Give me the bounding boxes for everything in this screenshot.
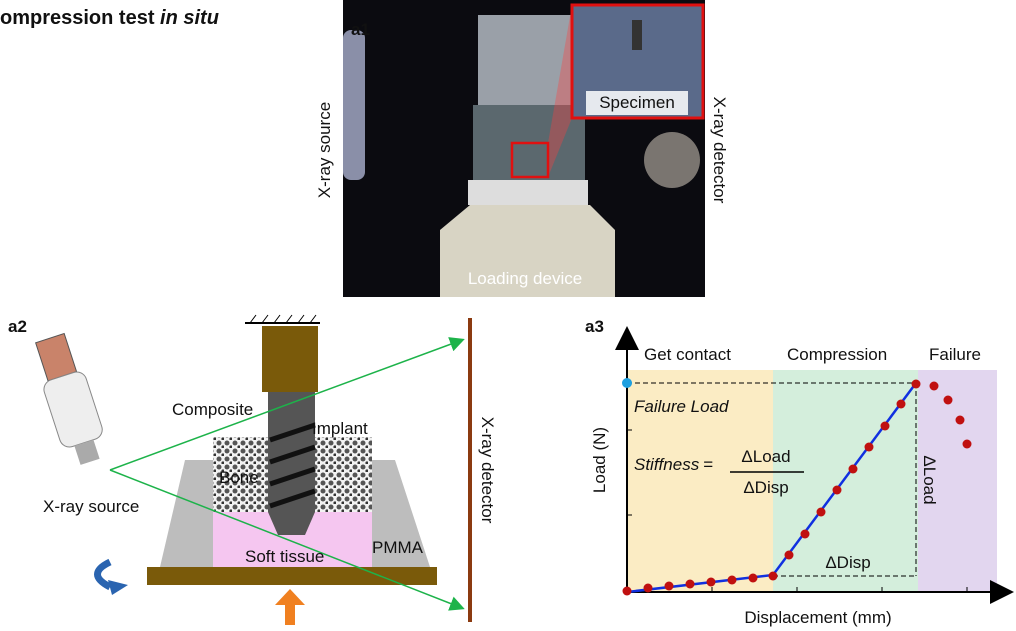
implant-label: Implant: [312, 419, 368, 438]
phase-label: Get contact: [644, 345, 731, 364]
pmma-label: PMMA: [372, 538, 424, 557]
panel-label: a1: [351, 20, 370, 39]
load-arrow: [275, 589, 305, 625]
fixture-hatch: [250, 315, 316, 323]
inset-specimen: [632, 20, 642, 50]
loading-device-label: Loading device: [468, 269, 582, 288]
failure-load-label: Failure Load: [634, 397, 729, 416]
specimen-label: Specimen: [599, 93, 675, 112]
equals: =: [703, 455, 713, 474]
loading-block: [262, 326, 318, 392]
xray-detector-label: X-ray detector: [710, 97, 729, 204]
panel-a1: a1 Specimen X-ray source X-ray detector …: [315, 0, 729, 297]
soft-tissue-label: Soft tissue: [245, 547, 324, 566]
composite-label: Composite: [172, 400, 253, 419]
xray-source-label: X-ray source: [43, 497, 139, 516]
title-italic: in situ: [160, 7, 219, 29]
x-axis-label: Displacement (mm): [744, 608, 891, 627]
xray-detector-label: X-ray detector: [478, 417, 497, 524]
fraction-top: ΔLoad: [741, 447, 790, 466]
delta-disp-label: ΔDisp: [825, 553, 870, 572]
y-axis-label: Load (N): [590, 427, 609, 493]
xray-tube: [29, 331, 111, 468]
panel-label: a3: [585, 317, 604, 336]
phase-label: Compression: [787, 345, 887, 364]
rotation-arrowhead: [108, 580, 128, 595]
base-plate: [147, 567, 437, 585]
detector-device: [644, 132, 700, 188]
fraction-bottom: ΔDisp: [743, 478, 788, 497]
source-device: [343, 30, 365, 180]
implant: [268, 392, 315, 535]
panel-a2: a2 Composite Implant Bone X-ray source S…: [8, 315, 497, 625]
title: ompression test in situ: [0, 7, 219, 29]
stiffness-text: Stiffness: [634, 455, 700, 474]
figure: ompression test in situ a1 Specimen X-ra…: [0, 0, 1016, 631]
failure-marker: [622, 378, 632, 388]
rotation-arrow: [98, 562, 111, 587]
panel-label: a2: [8, 317, 27, 336]
plate: [468, 180, 588, 205]
xray-source-label: X-ray source: [315, 102, 334, 198]
title-text: ompression test: [0, 7, 160, 29]
bone-label: Bone: [219, 468, 259, 487]
panel-a3: a3 Get contact Compression Failure Load …: [585, 317, 1010, 627]
tube-glass: [41, 369, 104, 449]
delta-load-label: ΔLoad: [920, 455, 939, 504]
phase-label: Failure: [929, 345, 981, 364]
